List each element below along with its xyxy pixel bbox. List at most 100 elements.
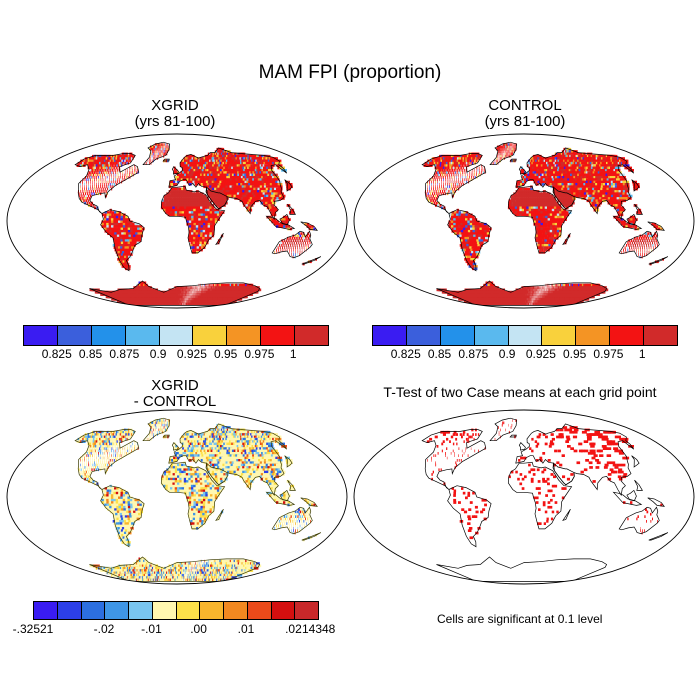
grid-cell	[100, 187, 102, 191]
grid-cell	[82, 197, 84, 200]
grid-cell	[192, 293, 194, 296]
grid-cell	[159, 152, 160, 156]
grid-cell	[220, 187, 224, 191]
grid-cell	[179, 290, 181, 294]
grid-cell	[219, 176, 223, 179]
grid-cell	[105, 166, 108, 170]
grid-cell	[592, 187, 596, 191]
grid-cell	[177, 302, 179, 306]
grid-cell	[150, 145, 152, 149]
grid-cell	[181, 300, 182, 303]
grid-cell	[188, 208, 192, 212]
grid-cell	[180, 164, 183, 167]
grid-cell	[190, 197, 193, 200]
grid-cell	[119, 244, 123, 247]
grid-cell	[116, 211, 119, 214]
grid-cell	[454, 178, 455, 181]
grid-cell	[125, 161, 127, 165]
grid-cell	[188, 227, 192, 231]
grid-cell	[125, 152, 128, 156]
grid-cell	[528, 161, 531, 165]
grid-cell	[122, 178, 124, 181]
grid-cell	[82, 185, 83, 189]
grid-cell	[540, 178, 544, 181]
grid-cell	[200, 206, 203, 210]
grid-cell	[248, 199, 252, 203]
grid-cell	[290, 244, 292, 247]
grid-cell	[222, 187, 226, 191]
grid-cell	[123, 241, 127, 245]
grid-cell	[530, 164, 533, 167]
grid-cell	[203, 169, 207, 172]
grid-cell	[213, 180, 217, 184]
grid-cell	[267, 166, 274, 170]
grid-cell	[443, 173, 445, 177]
grid-cell	[204, 180, 207, 184]
grid-cell	[167, 147, 169, 151]
grid-cell	[198, 183, 202, 186]
grid-cell	[179, 206, 182, 210]
grid-cell	[232, 180, 237, 184]
grid-cell	[125, 227, 129, 231]
grid-cell	[547, 173, 550, 177]
grid-cell	[220, 176, 225, 179]
grid-cell	[151, 157, 153, 160]
grid-cell	[177, 297, 179, 301]
grid-cell	[111, 215, 114, 219]
grid-cell	[551, 176, 555, 179]
grid-cell	[226, 183, 230, 186]
grid-cell	[193, 297, 195, 301]
grid-cell	[186, 218, 190, 221]
grid-cell	[170, 288, 173, 292]
grid-cell	[511, 143, 512, 146]
grid-cell	[538, 166, 541, 170]
grid-cell	[214, 183, 218, 186]
grid-cell	[477, 166, 479, 170]
grid-cell	[251, 192, 256, 196]
grid-cell	[429, 183, 430, 186]
grid-cell	[208, 293, 211, 296]
grid-cell	[569, 176, 574, 179]
grid-cell	[157, 147, 158, 151]
grid-cell	[564, 180, 568, 184]
grid-cell	[132, 169, 133, 172]
grid-cell	[544, 176, 547, 179]
grid-cell	[170, 197, 173, 200]
grid-cell	[449, 164, 451, 167]
grid-cell	[265, 201, 269, 205]
grid-cell	[450, 169, 452, 172]
grid-cell	[90, 187, 92, 191]
grid-cell	[253, 194, 257, 198]
grid-cell	[120, 171, 121, 174]
panel-xgrid-title-line1: XGRID	[151, 97, 199, 114]
grid-cell	[211, 192, 215, 196]
grid-cell	[178, 295, 180, 299]
grid-cell	[104, 171, 106, 174]
grid-cell	[94, 166, 97, 170]
grid-cell	[189, 173, 192, 177]
grid-cell	[121, 159, 123, 163]
grid-cell	[111, 232, 116, 235]
coastline-madagascar	[215, 233, 224, 246]
grid-cell	[172, 206, 176, 210]
grid-cell	[302, 241, 304, 245]
grid-cell	[199, 199, 203, 203]
grid-cell	[177, 206, 180, 210]
grid-cell	[176, 300, 178, 303]
grid-cell	[151, 145, 153, 149]
grid-cell	[540, 161, 543, 165]
grid-cell	[192, 173, 196, 177]
grid-cell	[520, 171, 523, 174]
grid-cell	[554, 178, 558, 181]
grid-cell	[130, 166, 132, 170]
grid-cell	[127, 220, 131, 224]
grid-cell	[585, 187, 590, 191]
grid-cell	[247, 187, 251, 191]
grid-cell	[462, 169, 464, 172]
grid-cell	[133, 236, 137, 240]
grid-cell	[187, 295, 189, 299]
grid-cell	[308, 239, 310, 242]
grid-cell	[229, 185, 234, 189]
grid-cell	[195, 204, 199, 207]
grid-cell	[460, 173, 461, 177]
